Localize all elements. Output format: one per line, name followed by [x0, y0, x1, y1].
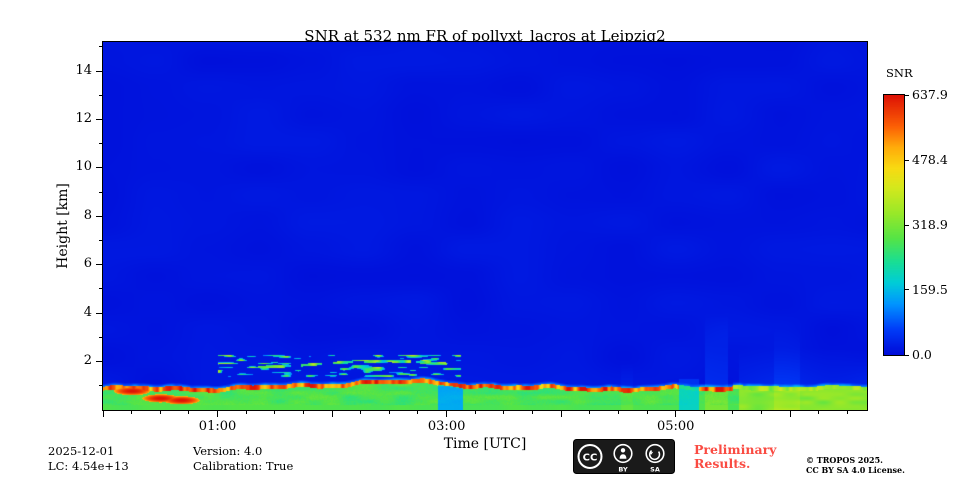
x-minor-tick-mark: [474, 411, 476, 414]
y-minor-tick-mark: [99, 336, 102, 338]
x-tick-mark: [789, 411, 791, 417]
colorbar-tick-label: 159.5: [912, 281, 948, 297]
x-minor-tick-mark: [646, 411, 648, 414]
x-tick-mark: [217, 411, 219, 417]
x-tick-label: 01:00: [198, 419, 237, 434]
y-tick-mark: [96, 70, 102, 72]
y-minor-tick-mark: [99, 94, 102, 96]
colorbar-gradient-canvas: [884, 95, 904, 355]
footer-license: CC BY SA 4.0 License.: [806, 465, 905, 475]
x-tick-mark: [102, 411, 104, 417]
y-minor-tick-mark: [99, 143, 102, 145]
y-tick-mark: [96, 264, 102, 266]
footer-date: 2025-12-01: [48, 444, 115, 458]
heatmap-plot-area: [102, 41, 868, 411]
colorbar-tick-mark: [905, 159, 909, 161]
footer-copyright: © TROPOS 2025.: [806, 455, 883, 465]
x-minor-tick-mark: [388, 411, 390, 414]
sa-circle-icon: [645, 443, 665, 464]
x-minor-tick-mark: [274, 411, 276, 414]
y-tick-label: 4: [83, 304, 92, 320]
cc-badge-sa-text: SA: [650, 466, 660, 474]
colorbar-label: SNR: [886, 66, 913, 80]
cc-badge-svg: CC BY SA: [573, 439, 675, 474]
cc-license-badge: CC BY SA: [573, 439, 675, 474]
cc-badge-cc-text: CC: [583, 453, 598, 464]
x-minor-tick-mark: [131, 411, 133, 414]
preliminary-results-line1: Preliminary: [694, 442, 777, 457]
y-tick-label: 6: [83, 256, 92, 272]
y-minor-tick-mark: [99, 240, 102, 242]
x-minor-tick-mark: [360, 411, 362, 414]
y-tick-mark: [96, 361, 102, 363]
footer-version: Version: 4.0: [193, 444, 263, 458]
x-minor-tick-mark: [589, 411, 591, 414]
plot-title: SNR at 532 nm FR of pollyxt_lacros at Le…: [304, 27, 666, 45]
colorbar-tick-mark: [905, 289, 909, 291]
x-minor-tick-mark: [847, 411, 849, 414]
by-circle-icon: [613, 443, 633, 464]
y-minor-tick-mark: [99, 385, 102, 387]
footer-lidar-constant: LC: 4.54e+13: [48, 459, 129, 473]
colorbar-tick-mark: [905, 94, 909, 96]
y-tick-mark: [96, 215, 102, 217]
y-tick-label: 2: [83, 353, 92, 369]
colorbar-tick-mark: [905, 224, 909, 226]
x-tick-mark: [331, 411, 333, 417]
cc-circle-icon: [577, 444, 603, 469]
x-tick-mark: [560, 411, 562, 417]
by-person-icon: [620, 448, 626, 453]
x-tick-mark: [675, 411, 677, 417]
y-tick-mark: [96, 118, 102, 120]
y-minor-tick-mark: [99, 288, 102, 290]
x-minor-tick-mark: [159, 411, 161, 414]
y-tick-mark: [96, 167, 102, 169]
snr-heatmap-canvas: [103, 42, 867, 410]
y-minor-tick-mark: [99, 191, 102, 193]
x-tick-label: 03:00: [427, 419, 466, 434]
preliminary-results-line2: Results.: [694, 456, 751, 471]
x-minor-tick-mark: [761, 411, 763, 414]
colorbar-tick-label: 478.4: [912, 152, 948, 167]
x-minor-tick-mark: [732, 411, 734, 414]
x-minor-tick-mark: [818, 411, 820, 414]
x-tick-label: 05:00: [656, 419, 695, 434]
x-minor-tick-mark: [245, 411, 247, 414]
x-minor-tick-mark: [417, 411, 419, 414]
sa-arrowhead-icon: [649, 451, 654, 455]
y-tick-label: 12: [75, 110, 92, 126]
colorbar: [883, 94, 905, 356]
y-tick-label: 8: [83, 207, 92, 223]
colorbar-tick-mark: [905, 354, 909, 356]
x-minor-tick-mark: [503, 411, 505, 414]
y-tick-label: 14: [75, 62, 92, 78]
x-minor-tick-mark: [532, 411, 534, 414]
y-minor-tick-mark: [99, 46, 102, 48]
x-tick-mark: [446, 411, 448, 417]
y-tick-mark: [96, 312, 102, 314]
colorbar-tick-label: 637.9: [912, 87, 948, 102]
y-tick-label: 10: [75, 159, 92, 175]
x-axis-label: Time [UTC]: [443, 436, 527, 452]
x-minor-tick-mark: [617, 411, 619, 414]
x-minor-tick-mark: [302, 411, 304, 414]
x-minor-tick-mark: [188, 411, 190, 414]
cc-badge-by-text: BY: [618, 466, 628, 474]
colorbar-tick-label: 318.9: [912, 217, 948, 233]
x-minor-tick-mark: [703, 411, 705, 414]
footer-calibration: Calibration: True: [193, 459, 294, 473]
colorbar-tick-label: 0.0: [912, 347, 932, 362]
by-person-body-icon: [619, 454, 627, 459]
